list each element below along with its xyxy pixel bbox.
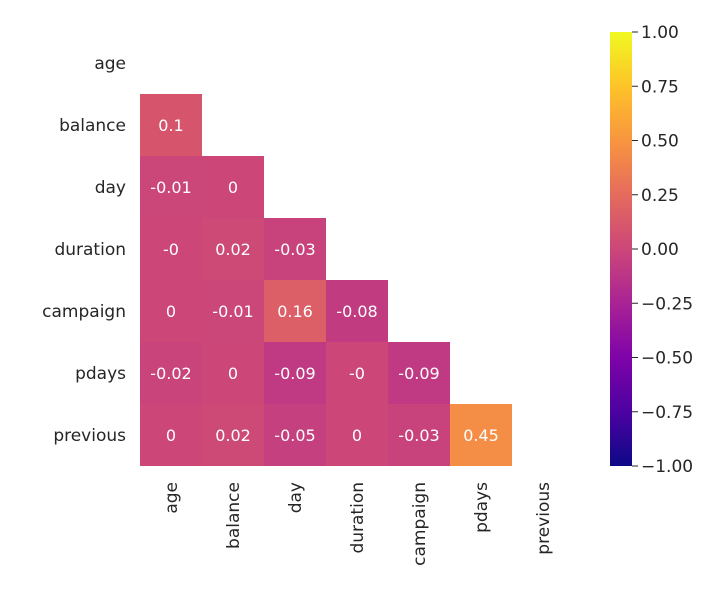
heatmap-cell-pdays-day xyxy=(264,342,326,404)
cell-annotation: 0 xyxy=(352,426,362,445)
colorbar-tick-label: 0.50 xyxy=(641,132,679,152)
x-tick-label-pdays: pdays xyxy=(472,482,492,533)
colorbar-tick-label: 0.25 xyxy=(641,186,679,206)
y-axis-labels: age balance day duration campaign pdays previo… xyxy=(42,54,126,446)
heatmap-cell-pdays-balance xyxy=(202,342,264,404)
cell-annotation: 0.45 xyxy=(463,426,499,445)
heatmap-cell-previous-pdays xyxy=(450,404,512,466)
cell-annotation: -0.01 xyxy=(150,178,191,197)
heatmap-cell-campaign-day xyxy=(264,280,326,342)
colorbar-tick-label: −0.25 xyxy=(641,294,693,314)
cell-annotation: 0 xyxy=(228,178,238,197)
y-tick-label-duration: duration xyxy=(54,240,126,260)
colorbar-tick-label: 0.75 xyxy=(641,77,679,97)
cell-annotation: 0 xyxy=(166,302,176,321)
x-tick-label-previous: previous xyxy=(534,482,554,555)
x-tick-label-campaign: campaign xyxy=(410,482,430,566)
colorbar-tick-label: −0.50 xyxy=(641,349,693,369)
y-tick-label-previous: previous xyxy=(53,426,126,446)
y-tick-label-balance: balance xyxy=(59,116,126,136)
colorbar: 1.00 0.75 0.50 0.25 0.00 −0.25 −0.50 −0.75 −1.00 xyxy=(610,23,693,477)
heatmap-cells xyxy=(140,94,512,466)
x-tick-label-duration: duration xyxy=(348,482,368,554)
x-axis-labels: age balance day duration campaign pdays previo… xyxy=(162,482,554,566)
heatmap-cell-pdays-campaign xyxy=(388,342,450,404)
heatmap-cell-duration-balance xyxy=(202,218,264,280)
x-tick-label-balance: balance xyxy=(224,482,244,549)
colorbar-tick-label: 1.00 xyxy=(641,23,679,43)
cell-annotation: 0.02 xyxy=(215,426,251,445)
cell-annotation: -0 xyxy=(349,364,365,383)
cell-annotation: -0.09 xyxy=(398,364,439,383)
colorbar-gradient xyxy=(610,32,632,466)
x-tick-label-age: age xyxy=(162,482,182,514)
cell-annotation: -0.05 xyxy=(274,426,315,445)
heatmap-cell-day-balance xyxy=(202,156,264,218)
cell-annotation: 0.1 xyxy=(158,116,183,135)
cell-annotation: -0.08 xyxy=(336,302,377,321)
cell-annotation: -0.01 xyxy=(212,302,253,321)
heatmap-cell-duration-age xyxy=(140,218,202,280)
colorbar-tick-label: 0.00 xyxy=(641,240,679,260)
y-tick-label-campaign: campaign xyxy=(42,302,126,322)
cell-annotation: 0 xyxy=(166,426,176,445)
x-tick-label-day: day xyxy=(286,482,306,513)
heatmap-cell-pdays-duration xyxy=(326,342,388,404)
heatmap-cell-previous-day xyxy=(264,404,326,466)
heatmap-cell-pdays-age xyxy=(140,342,202,404)
heatmap-cell-previous-balance xyxy=(202,404,264,466)
heatmap-cell-previous-campaign xyxy=(388,404,450,466)
colorbar-tick-label: −1.00 xyxy=(641,457,693,477)
heatmap-cell-campaign-age xyxy=(140,280,202,342)
heatmap-cell-balance-age xyxy=(140,94,202,156)
cell-annotation: -0.02 xyxy=(150,364,191,383)
cell-annotation: 0.02 xyxy=(215,240,251,259)
heatmap-cell-previous-age xyxy=(140,404,202,466)
y-tick-label-pdays: pdays xyxy=(75,364,126,384)
cell-annotation: 0.16 xyxy=(277,302,313,321)
heatmap-cell-previous-duration xyxy=(326,404,388,466)
cell-annotation: -0 xyxy=(163,240,179,259)
cell-annotations: 0.1 -0.01 0 -0 0.02 -0.03 0 -0.01 0.16 -0.08 -0.02… xyxy=(150,116,499,445)
cell-annotation: -0.03 xyxy=(274,240,315,259)
heatmap-cell-campaign-balance xyxy=(202,280,264,342)
heatmap-cell-campaign-duration xyxy=(326,280,388,342)
cell-annotation: -0.09 xyxy=(274,364,315,383)
heatmap-cell-duration-day xyxy=(264,218,326,280)
y-tick-label-age: age xyxy=(94,54,126,74)
cell-annotation: -0.03 xyxy=(398,426,439,445)
colorbar-tick-label: −0.75 xyxy=(641,403,693,423)
y-tick-label-day: day xyxy=(95,178,126,198)
heatmap-cell-day-age xyxy=(140,156,202,218)
cell-annotation: 0 xyxy=(228,364,238,383)
